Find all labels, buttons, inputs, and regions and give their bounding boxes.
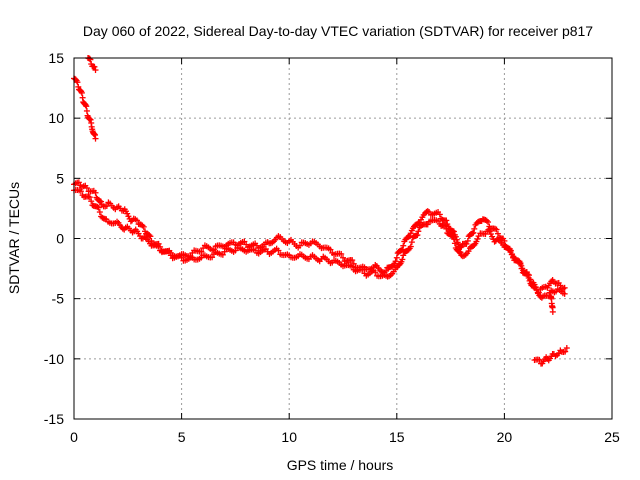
x-axis-label: GPS time / hours	[287, 457, 394, 473]
y-tick-label: -5	[52, 291, 65, 307]
x-tick-label: 20	[497, 429, 513, 445]
x-tick-label: 5	[178, 429, 186, 445]
y-tick-label: -15	[44, 411, 64, 427]
series-tail-drop	[547, 293, 556, 315]
x-tick-label: 0	[70, 429, 78, 445]
y-tick-label: 15	[48, 50, 64, 66]
plot-frame	[73, 57, 613, 420]
series-arc-low	[531, 345, 570, 367]
y-tick-label: 0	[56, 231, 64, 247]
y-tick-label: 5	[56, 170, 64, 186]
y-axis-label: SDTVAR / TECUs	[6, 182, 22, 294]
series-main-lower	[71, 186, 568, 301]
y-tick-label: -10	[44, 351, 64, 367]
x-tick-label: 25	[604, 429, 620, 445]
y-tick-label: 10	[48, 110, 64, 126]
x-tick-label: 15	[389, 429, 405, 445]
chart-title: Day 060 of 2022, Sidereal Day-to-day VTE…	[83, 23, 593, 39]
x-tick-label: 10	[281, 429, 297, 445]
